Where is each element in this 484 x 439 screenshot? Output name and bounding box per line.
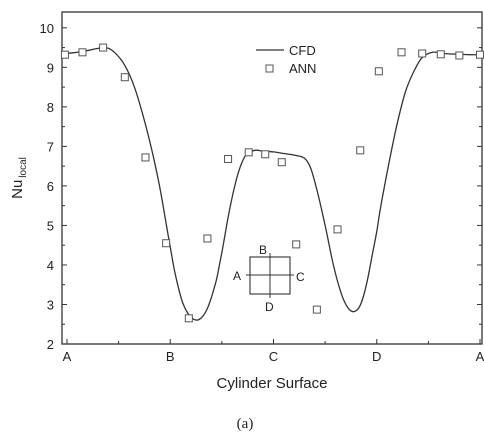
- ann-marker: [397, 48, 406, 57]
- cylinder-inset: B A C D: [233, 243, 305, 314]
- x-tick-label: A: [476, 349, 484, 364]
- x-tick-label: B: [166, 349, 175, 364]
- legend-cfd-label: CFD: [289, 43, 316, 58]
- ann-marker: [78, 48, 87, 57]
- ann-marker: [292, 240, 301, 249]
- x-tick-label: A: [63, 349, 72, 364]
- ann-marker: [476, 50, 484, 59]
- x-axis-label: Cylinder Surface: [217, 375, 328, 392]
- ann-marker: [162, 239, 171, 248]
- y-tick-label: 6: [47, 179, 54, 194]
- ann-marker: [224, 155, 233, 164]
- y-axis-label-main: Nu: [9, 180, 26, 199]
- plot-frame: [61, 11, 483, 345]
- ann-marker: [277, 158, 286, 167]
- y-tick-label: 5: [47, 218, 54, 233]
- ann-marker: [99, 43, 108, 52]
- ann-marker: [261, 150, 270, 159]
- legend-ann-swatch: [265, 64, 274, 73]
- ann-marker: [374, 67, 383, 76]
- ann-marker: [312, 305, 321, 314]
- ann-marker: [244, 148, 253, 157]
- ann-marker: [356, 146, 365, 155]
- y-tick-label: 8: [47, 100, 54, 115]
- y-axis-label-subscript: local: [18, 157, 29, 178]
- inset-label-left: A: [233, 269, 241, 283]
- y-tick-label: 7: [47, 139, 54, 154]
- ann-marker: [203, 234, 212, 243]
- ann-marker: [120, 73, 129, 82]
- ann-marker: [184, 314, 193, 323]
- ann-marker: [436, 50, 445, 59]
- y-tick-label: 10: [40, 21, 54, 36]
- y-tick-label: 2: [47, 337, 54, 352]
- ann-marker: [333, 225, 342, 234]
- y-axis-label: Nu local: [9, 157, 29, 199]
- inset-label-bottom: D: [265, 300, 274, 314]
- ann-marker: [60, 50, 69, 59]
- inset-label-right: C: [296, 270, 305, 284]
- x-tick-label: D: [372, 349, 381, 364]
- ann-marker: [455, 51, 464, 60]
- y-tick-label: 4: [47, 258, 54, 273]
- inset-label-top: B: [259, 243, 267, 257]
- ann-marker: [141, 153, 150, 162]
- y-tick-label: 9: [47, 60, 54, 75]
- x-tick-label: C: [269, 349, 278, 364]
- legend-ann-label: ANN: [289, 61, 316, 76]
- y-tick-label: 3: [47, 297, 54, 312]
- legend: CFD ANN: [256, 43, 316, 76]
- figure-caption: (a): [237, 416, 254, 432]
- ann-marker: [418, 49, 427, 58]
- cfd-line: [66, 46, 481, 321]
